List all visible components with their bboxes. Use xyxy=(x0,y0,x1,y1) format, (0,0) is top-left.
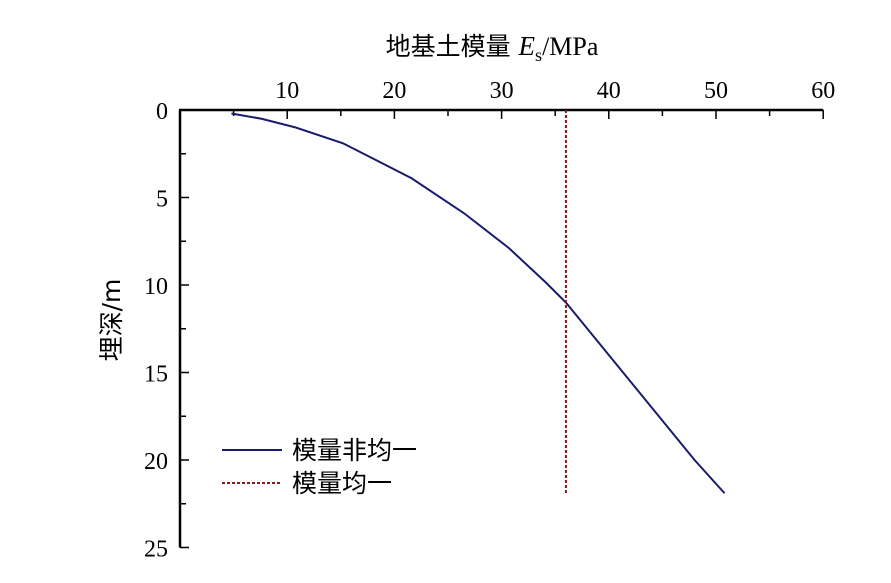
legend-label-uniform: 模量均一 xyxy=(292,469,392,498)
x-tick-label: 10 xyxy=(275,78,299,104)
ticks: 10 20 30 40 50 60 0 5 10 15 20 25 xyxy=(144,78,835,563)
x-tick-label: 50 xyxy=(704,78,728,104)
series-line-nonuniform xyxy=(231,112,726,494)
legend: 模量非均一 模量均一 xyxy=(222,436,417,498)
axes xyxy=(178,108,824,548)
series xyxy=(231,110,726,495)
y-tick-label: 25 xyxy=(144,537,168,563)
y-tick-label: 5 xyxy=(156,187,168,213)
x-tick-label: 30 xyxy=(490,78,514,104)
y-axis-label: 埋深/m xyxy=(97,279,126,362)
x-axis-label: 地基土模量 Es/MPa xyxy=(386,31,599,65)
y-tick-label: 0 xyxy=(156,99,168,125)
x-tick-label: 20 xyxy=(382,78,406,104)
x-tick-label: 60 xyxy=(811,78,835,104)
y-tick-label: 10 xyxy=(144,274,168,300)
y-tick-label: 15 xyxy=(144,362,168,388)
x-tick-label: 40 xyxy=(597,78,621,104)
legend-label-nonuniform: 模量非均一 xyxy=(292,436,417,465)
y-tick-label: 20 xyxy=(144,449,168,475)
